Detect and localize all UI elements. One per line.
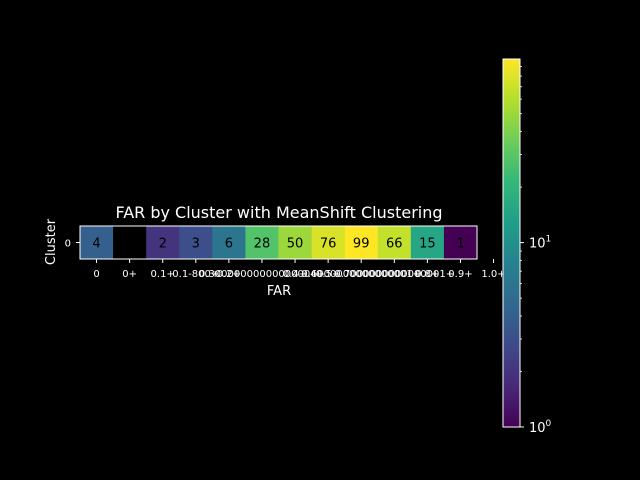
cell-value-label: 3 xyxy=(192,237,200,252)
x-tick-label: 0+ xyxy=(122,269,137,280)
cell-value-label: 28 xyxy=(254,237,271,252)
colorbar-tick-label: 101 xyxy=(529,235,551,252)
cell-value-label: 1 xyxy=(456,237,464,252)
x-tick-label: 1.0+ xyxy=(481,269,505,280)
heatmap-cell xyxy=(443,226,478,259)
colorbar-tick-base: 10 xyxy=(529,421,546,436)
colorbar xyxy=(502,58,521,428)
x-tick-label: 0 xyxy=(93,269,99,280)
x-tick-label: 0.30000000000000004+ xyxy=(199,269,325,280)
cell-value-label: 76 xyxy=(320,237,337,252)
x-tick-label: 0.1-800+ xyxy=(172,269,219,280)
x-tick-label: 0.1+ xyxy=(151,269,175,280)
cell-value-label: 99 xyxy=(353,237,370,252)
heatmap-cell xyxy=(278,226,312,259)
cell-value-label: 6 xyxy=(225,237,233,252)
x-tick-label: 0.5+ xyxy=(316,269,340,280)
heatmap-cell xyxy=(311,226,345,259)
y-tick-label: 0 xyxy=(65,239,71,250)
cell-value-label: 15 xyxy=(419,237,436,252)
x-tick-label: 0.6000000000000001+ xyxy=(301,269,421,280)
cell-value-label: 66 xyxy=(386,237,403,252)
x-axis-ticks: 0 0+ 0.1+0.1-800+0.2+0.30000000000000004+0… xyxy=(93,259,506,280)
cell-value-label: 4 xyxy=(92,237,100,252)
cell-value-label: 2 xyxy=(159,237,167,252)
x-tick-label: 0.2+ xyxy=(217,269,241,280)
colorbar-tick-exponent: 1 xyxy=(546,235,552,245)
colorbar-tick-label: 100 xyxy=(529,419,552,436)
x-tick-label: 0.7000000000000001+ xyxy=(334,269,454,280)
x-tick-label: 0.8+ xyxy=(415,269,439,280)
heatmap-cell xyxy=(377,226,412,259)
heatmap-cell xyxy=(146,226,180,259)
heatmap-cell xyxy=(80,226,114,259)
heatmap-cell xyxy=(410,226,445,259)
colorbar-tick-base: 10 xyxy=(529,237,546,252)
x-tick-label: 0.4+ xyxy=(283,269,307,280)
colorbar-tick-exponent: 0 xyxy=(546,419,552,429)
heatmap-cell xyxy=(179,226,213,259)
x-tick-label: 0.9+ xyxy=(448,269,472,280)
heatmap-cells: 4 2 3 6 28 50 76 99 66 15 1 xyxy=(80,226,478,259)
heatmap-cell xyxy=(212,226,246,259)
heatmap-cell xyxy=(245,226,279,259)
y-axis-label: Cluster xyxy=(44,218,59,265)
chart-title: FAR by Cluster with MeanShift Clustering xyxy=(115,203,442,222)
heatmap-cell xyxy=(113,226,147,259)
x-axis-label: FAR xyxy=(267,284,291,299)
heatmap-cell xyxy=(344,226,379,259)
y-axis-ticks: 0 xyxy=(65,239,80,250)
cell-value-label: 50 xyxy=(287,237,304,252)
